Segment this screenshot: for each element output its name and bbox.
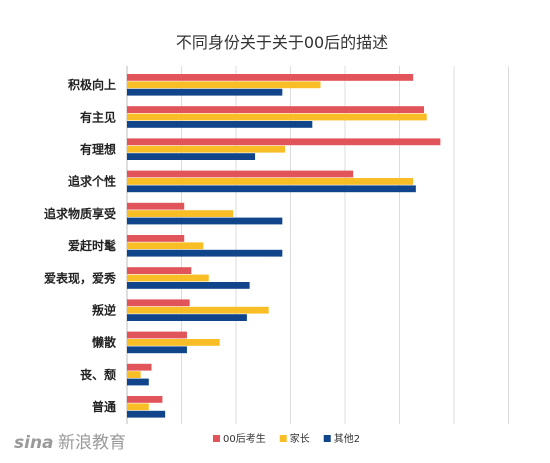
- bar: [127, 217, 283, 225]
- bar: [127, 410, 166, 418]
- legend-label: 家长: [290, 432, 310, 445]
- bar: [127, 121, 313, 128]
- bar: [127, 106, 425, 113]
- watermark-text: 新浪教育: [58, 433, 126, 453]
- bar: [127, 153, 256, 160]
- bar: [127, 274, 209, 282]
- bar: [127, 210, 234, 217]
- category-label: 爱赶时髦: [68, 238, 116, 253]
- bars: [127, 74, 441, 418]
- category-label: 有主见: [80, 109, 116, 124]
- chart-title: 不同身份关于关于00后的描述: [176, 33, 388, 52]
- bar: [127, 242, 204, 250]
- bar: [127, 235, 185, 242]
- bar: [127, 185, 416, 193]
- watermark-brand: sina: [14, 433, 54, 453]
- category-label: 积极向上: [68, 77, 116, 92]
- legend-swatch: [323, 435, 331, 442]
- bar: [127, 249, 283, 257]
- category-label: 追求个性: [68, 174, 116, 189]
- bar: [127, 396, 163, 403]
- legend-label: 其他2: [334, 432, 360, 445]
- bar: [127, 267, 192, 274]
- bar: [127, 282, 250, 289]
- category-label: 爱表现，爱秀: [44, 270, 117, 285]
- watermark-logo: sina 新浪教育: [14, 433, 126, 453]
- bar: [127, 403, 149, 411]
- category-label: 丧、颓: [80, 367, 116, 382]
- legend-label: 00后考生: [223, 432, 266, 445]
- bar: [127, 113, 427, 121]
- bar: [127, 138, 441, 146]
- bar: [127, 170, 354, 178]
- category-label: 叛逆: [92, 303, 116, 318]
- category-label: 有理想: [80, 142, 116, 157]
- bar: [127, 178, 414, 185]
- legend-swatch: [279, 435, 287, 442]
- legend: 00后考生 家长 其他2: [213, 432, 360, 445]
- bar: [127, 331, 187, 339]
- bar: [127, 314, 247, 321]
- bar: [127, 202, 185, 210]
- bar: [127, 346, 187, 354]
- bar: [127, 363, 152, 371]
- category-label: 追求物质享受: [44, 206, 116, 221]
- category-label: 懒散: [92, 335, 117, 350]
- bar: [127, 306, 269, 314]
- bar: [127, 299, 190, 307]
- legend-swatch: [213, 435, 220, 442]
- bar: [127, 81, 321, 89]
- bar: [127, 88, 283, 96]
- bar: [127, 378, 149, 386]
- bar: [127, 74, 414, 81]
- bar: [127, 339, 220, 346]
- bar: [127, 371, 141, 378]
- bar: [127, 145, 286, 153]
- category-label: 普通: [92, 399, 116, 414]
